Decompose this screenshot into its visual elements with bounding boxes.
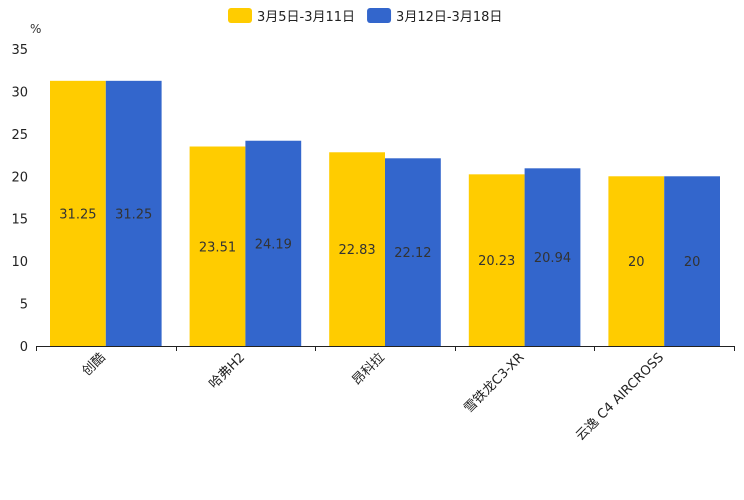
bar[interactable] [524,168,581,346]
data-label: 20.23 [478,254,515,269]
y-tick-label: 5 [20,298,28,313]
bar[interactable] [245,140,302,346]
y-axis-unit-label: % [30,22,41,36]
legend-label[interactable]: 3月5日-3月11日 [257,10,355,25]
legend-label[interactable]: 3月12日-3月18日 [396,10,502,25]
bar[interactable] [664,176,720,346]
bar[interactable] [189,146,246,346]
bar[interactable] [105,80,162,347]
y-axis: 0 5 10 15 20 25 30 35 [11,43,28,355]
y-tick-label: 30 [11,85,28,100]
data-label: 22.12 [394,246,431,261]
data-label: 20.94 [534,251,571,266]
bar[interactable] [385,158,441,346]
y-tick-label: 20 [11,170,28,185]
data-label: 20 [628,255,645,270]
data-label: 22.83 [338,243,375,258]
data-label: 23.51 [199,240,236,255]
y-tick-label: 35 [11,43,28,58]
y-tick-label: 15 [11,213,28,228]
y-tick-label: 0 [20,340,28,355]
data-label: 31.25 [59,207,96,222]
bar[interactable] [50,80,106,347]
bar[interactable] [468,174,525,346]
y-tick-label: 25 [11,128,28,143]
x-tick-label: 雪铁龙C3-XR [461,350,527,416]
x-tick-label: 昂科拉 [350,350,388,388]
x-tick-label: 创酷 [80,350,109,379]
legend: 3月5日-3月11日 3月12日-3月18日 [228,8,502,25]
data-label: 24.19 [255,237,292,252]
bars: 31.25 31.25 23.51 24.19 22.83 22.12 20.23 20.94… [50,80,720,347]
data-label: 20 [684,255,701,270]
data-label: 31.25 [115,207,152,222]
y-tick-label: 10 [11,255,28,270]
x-tick-label: 云逸 C4 AIRCROSS [573,350,667,444]
bar[interactable] [329,152,385,346]
x-axis: 创酷 哈弗H2 昂科拉 雪铁龙C3-XR 云逸 C4 AIRCROSS [36,346,735,444]
legend-swatch[interactable] [228,8,252,23]
bar[interactable] [608,176,665,346]
x-tick-label: 哈弗H2 [206,350,248,392]
legend-swatch[interactable] [367,8,392,23]
